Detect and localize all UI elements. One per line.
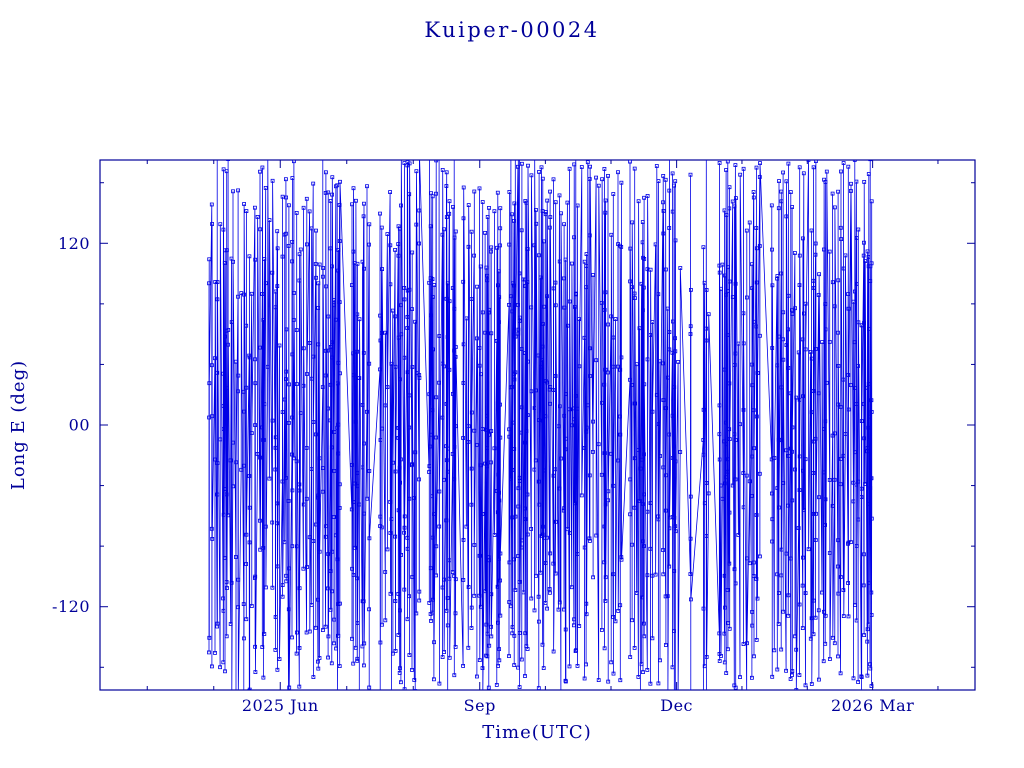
y-tick-label: 120 (58, 234, 90, 253)
x-tick-label: Dec (660, 696, 693, 715)
x-tick-label: 2025 Jun (242, 696, 319, 715)
data-series (207, 160, 874, 690)
axes: 2025 Jun Sep Dec 2026 Mar 120 00 -120 (52, 159, 976, 715)
y-axis-label: Long E (deg) (8, 360, 29, 490)
x-tick-label: 2026 Mar (831, 696, 914, 715)
chart-title: Kuiper-00024 (424, 18, 599, 42)
y-tick-label: -120 (52, 597, 90, 616)
x-axis-label: Time(UTC) (482, 722, 591, 743)
y-tick-label: 00 (69, 416, 90, 435)
data-line (208, 160, 873, 690)
x-tick-label: Sep (464, 696, 496, 715)
